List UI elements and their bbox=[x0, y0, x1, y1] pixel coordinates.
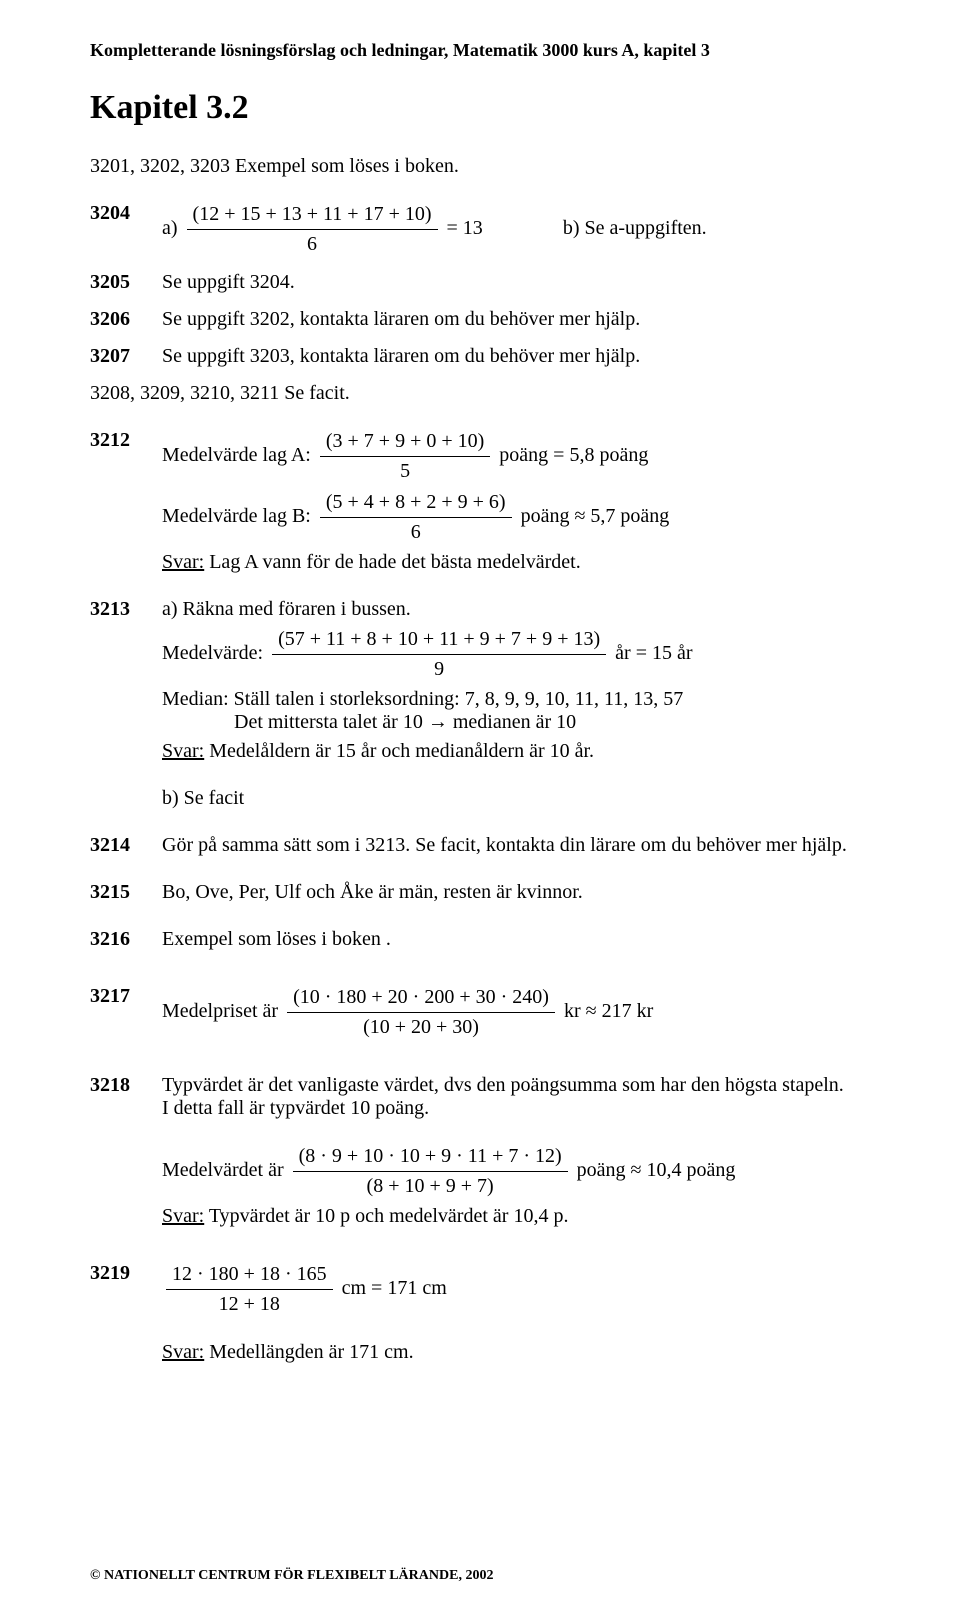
problem-number-3214: 3214 bbox=[90, 834, 162, 857]
fraction-top: (57 + 11 + 8 + 10 + 11 + 9 + 7 + 9 + 13) bbox=[272, 627, 606, 655]
fraction-3212a: (3 + 7 + 9 + 0 + 10) 5 bbox=[320, 429, 490, 484]
intro-line: 3201, 3202, 3203 Exempel som löses i bok… bbox=[90, 155, 870, 178]
problem-3217-body: Medelpriset är (10 · 180 + 20 · 200 + 30… bbox=[162, 985, 870, 1040]
fraction-bot: 6 bbox=[320, 518, 512, 545]
problem-3215-body: Bo, Ove, Per, Ulf och Åke är män, resten… bbox=[162, 881, 870, 904]
median-line: Median: Ställ talen i storleksordning: 7… bbox=[162, 688, 870, 711]
label-medelpris: Medelpriset är bbox=[162, 1000, 283, 1022]
problem-number-3206: 3206 bbox=[90, 308, 162, 331]
chapter-title: Kapitel 3.2 bbox=[90, 89, 870, 127]
svar-label: Svar: bbox=[162, 1341, 204, 1363]
fraction-3217: (10 · 180 + 20 · 200 + 30 · 240) (10 + 2… bbox=[287, 985, 555, 1040]
label-a: a) bbox=[162, 217, 183, 239]
svar-body: Medellängden är 171 cm. bbox=[204, 1341, 413, 1363]
problem-number-3205: 3205 bbox=[90, 271, 162, 294]
fraction-bot: 6 bbox=[187, 230, 438, 257]
problem-number-3216: 3216 bbox=[90, 928, 162, 951]
text: poäng = 5,8 poäng bbox=[499, 444, 648, 466]
fraction-bot: (10 + 20 + 30) bbox=[287, 1013, 555, 1040]
fraction-bot: 9 bbox=[272, 655, 606, 682]
problem-3212-body: Medelvärde lag A: (3 + 7 + 9 + 0 + 10) 5… bbox=[162, 429, 870, 574]
label-medelvardet: Medelvärdet är bbox=[162, 1159, 289, 1181]
item-b: b) Se facit bbox=[162, 787, 870, 810]
problem-number-3219: 3219 bbox=[90, 1262, 162, 1285]
problem-number-3215: 3215 bbox=[90, 881, 162, 904]
fraction-3212b: (5 + 4 + 8 + 2 + 9 + 6) 6 bbox=[320, 490, 512, 545]
fraction-top: (8 · 9 + 10 · 10 + 9 · 11 + 7 · 12) bbox=[293, 1144, 568, 1172]
svar-body: Medelåldern är 15 år och medianåldern är… bbox=[204, 740, 594, 762]
fraction-3219: 12 · 180 + 18 · 165 12 + 18 bbox=[166, 1262, 333, 1317]
label-medel-b: Medelvärde lag B: bbox=[162, 505, 316, 527]
label-b: b) Se a-uppgiften. bbox=[563, 217, 707, 239]
problem-3219-body: 12 · 180 + 18 · 165 12 + 18 cm = 171 cm … bbox=[162, 1262, 870, 1364]
fraction-3204: (12 + 15 + 13 + 11 + 17 + 10) 6 bbox=[187, 202, 438, 257]
svar-label: Svar: bbox=[162, 551, 204, 573]
fraction-top: (10 · 180 + 20 · 200 + 30 · 240) bbox=[287, 985, 555, 1013]
fraction-top: 12 · 180 + 18 · 165 bbox=[166, 1262, 333, 1290]
fraction-top: (3 + 7 + 9 + 0 + 10) bbox=[320, 429, 490, 457]
problem-number-3204: 3204 bbox=[90, 202, 162, 225]
eq-result: = 13 bbox=[447, 217, 483, 239]
svar-body: Typvärdet är 10 p och medelvärdet är 10,… bbox=[204, 1205, 568, 1227]
problem-3216-body: Exempel som löses i boken . bbox=[162, 928, 870, 951]
problem-number-3217: 3217 bbox=[90, 985, 162, 1008]
arrow-icon: → bbox=[428, 711, 448, 733]
median-mid-post: medianen är 10 bbox=[448, 711, 576, 733]
label-medel-a: Medelvärde lag A: bbox=[162, 444, 316, 466]
svar-label: Svar: bbox=[162, 740, 204, 762]
text: år = 15 år bbox=[615, 642, 692, 664]
text: poäng ≈ 10,4 poäng bbox=[577, 1159, 736, 1181]
fraction-top: (5 + 4 + 8 + 2 + 9 + 6) bbox=[320, 490, 512, 518]
page-footer: © NATIONELLT CENTRUM FÖR FLEXIBELT LÄRAN… bbox=[90, 1568, 493, 1584]
problem-number-3212: 3212 bbox=[90, 429, 162, 452]
page-header: Kompletterande lösningsförslag och ledni… bbox=[90, 40, 870, 61]
fraction-3218: (8 · 9 + 10 · 10 + 9 · 11 + 7 · 12) (8 +… bbox=[293, 1144, 568, 1199]
svar-body: Lag A vann för de hade det bästa medelvä… bbox=[204, 551, 581, 573]
text: poäng ≈ 5,7 poäng bbox=[521, 505, 670, 527]
problem-3207-body: Se uppgift 3203, kontakta läraren om du … bbox=[162, 345, 870, 368]
problem-3208-3211: 3208, 3209, 3210, 3211 Se facit. bbox=[90, 382, 870, 405]
fraction-bot: 12 + 18 bbox=[166, 1290, 333, 1317]
problem-3204-body: a) (12 + 15 + 13 + 11 + 17 + 10) 6 = 13 … bbox=[162, 202, 870, 257]
label-medel: Medelvärde: bbox=[162, 642, 268, 664]
fraction-top: (12 + 15 + 13 + 11 + 17 + 10) bbox=[187, 202, 438, 230]
line-2: I detta fall är typvärdet 10 poäng. bbox=[162, 1097, 870, 1120]
problem-number-3207: 3207 bbox=[90, 345, 162, 368]
problem-3206-body: Se uppgift 3202, kontakta läraren om du … bbox=[162, 308, 870, 331]
text: kr ≈ 217 kr bbox=[564, 1000, 653, 1022]
item-a: a) Räkna med föraren i bussen. bbox=[162, 598, 870, 621]
problem-number-3218: 3218 bbox=[90, 1074, 162, 1097]
fraction-bot: (8 + 10 + 9 + 7) bbox=[293, 1172, 568, 1199]
problem-3205-body: Se uppgift 3204. bbox=[162, 271, 870, 294]
fraction-bot: 5 bbox=[320, 457, 490, 484]
line-1: Typvärdet är det vanligaste värdet, dvs … bbox=[162, 1074, 870, 1097]
text: cm = 171 cm bbox=[342, 1277, 447, 1299]
problem-3213-body: a) Räkna med föraren i bussen. Medelvärd… bbox=[162, 598, 870, 810]
problem-number-3213: 3213 bbox=[90, 598, 162, 621]
problem-3214-body: Gör på samma sätt som i 3213. Se facit, … bbox=[162, 834, 870, 857]
fraction-3213: (57 + 11 + 8 + 10 + 11 + 9 + 7 + 9 + 13)… bbox=[272, 627, 606, 682]
svar-label: Svar: bbox=[162, 1205, 204, 1227]
problem-3218-body: Typvärdet är det vanligaste värdet, dvs … bbox=[162, 1074, 870, 1228]
median-mid-pre: Det mittersta talet är 10 bbox=[234, 711, 428, 733]
